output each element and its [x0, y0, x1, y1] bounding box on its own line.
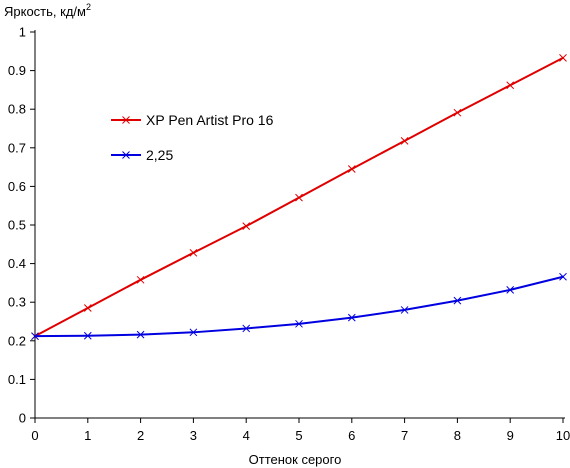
y-tick-label: 0.3 — [8, 295, 26, 310]
series-layer — [31, 54, 567, 341]
legend-item: XP Pen Artist Pro 16 — [111, 112, 274, 128]
y-tick-label: 0.5 — [8, 218, 26, 233]
y-axis-label: Яркость, кд/м2 — [4, 2, 91, 19]
data-point-marker — [453, 108, 462, 117]
y-tick-label: 0.1 — [8, 372, 26, 387]
data-point-marker — [400, 136, 409, 145]
data-point-marker — [189, 328, 198, 337]
y-tick-label: 0.7 — [8, 140, 26, 155]
data-point-marker — [83, 304, 92, 312]
x-tick-label: 1 — [84, 428, 91, 443]
x-tick-label: 6 — [348, 428, 355, 443]
tick-labels: 00.10.20.30.40.50.60.70.80.910 1 2 3 4 5 6 7 8 9 1… — [8, 25, 570, 444]
series-2 — [31, 272, 567, 341]
data-point-marker — [400, 306, 409, 314]
x-tick-label: 7 — [401, 428, 408, 443]
data-point-marker — [347, 313, 356, 322]
x-tick-label: 10 — [556, 428, 570, 443]
y-tick-label: 0 — [19, 411, 26, 426]
x-tick-label: 4 — [243, 428, 250, 443]
data-point-marker — [189, 248, 198, 257]
series-1 — [31, 54, 567, 341]
data-point-marker — [347, 165, 356, 173]
legend-label: 2,25 — [146, 147, 173, 163]
legend: XP Pen Artist Pro 16 2,25 — [111, 112, 274, 163]
data-point-marker — [506, 81, 515, 90]
x-tick-label: 2 — [137, 428, 144, 443]
y-tick-label: 1 — [19, 25, 26, 40]
data-point-marker — [242, 222, 251, 231]
data-point-marker — [453, 296, 462, 305]
legend-marker — [122, 151, 130, 159]
y-tick-label: 0.6 — [8, 179, 26, 194]
tick-marks — [30, 31, 564, 423]
x-tick-label: 3 — [190, 428, 197, 443]
data-point-marker — [295, 193, 303, 202]
legend-label: XP Pen Artist Pro 16 — [146, 112, 274, 128]
data-point-marker — [559, 54, 567, 62]
data-point-marker — [31, 332, 39, 341]
data-point-marker — [136, 330, 145, 339]
data-point-marker — [295, 319, 303, 328]
legend-item: 2,25 — [111, 147, 173, 163]
axes — [34, 30, 565, 419]
data-point-marker — [83, 331, 92, 340]
y-tick-label: 0.9 — [8, 63, 26, 78]
y-tick-label: 0.2 — [8, 333, 26, 348]
y-axis-label-superscript: 2 — [86, 2, 91, 12]
series-line — [34, 275, 564, 338]
x-tick-label: 8 — [454, 428, 461, 443]
data-point-marker — [506, 285, 515, 294]
x-tick-label: 9 — [507, 428, 514, 443]
data-point-marker — [559, 272, 567, 281]
legend-marker — [122, 116, 130, 124]
y-tick-label: 0.4 — [8, 256, 26, 271]
x-tick-label: 0 — [31, 428, 38, 443]
y-tick-label: 0.8 — [8, 102, 26, 117]
x-axis-label: Оттенок серого — [249, 452, 342, 467]
data-point-marker — [242, 324, 251, 333]
data-point-marker — [136, 275, 145, 284]
x-tick-label: 5 — [295, 428, 302, 443]
